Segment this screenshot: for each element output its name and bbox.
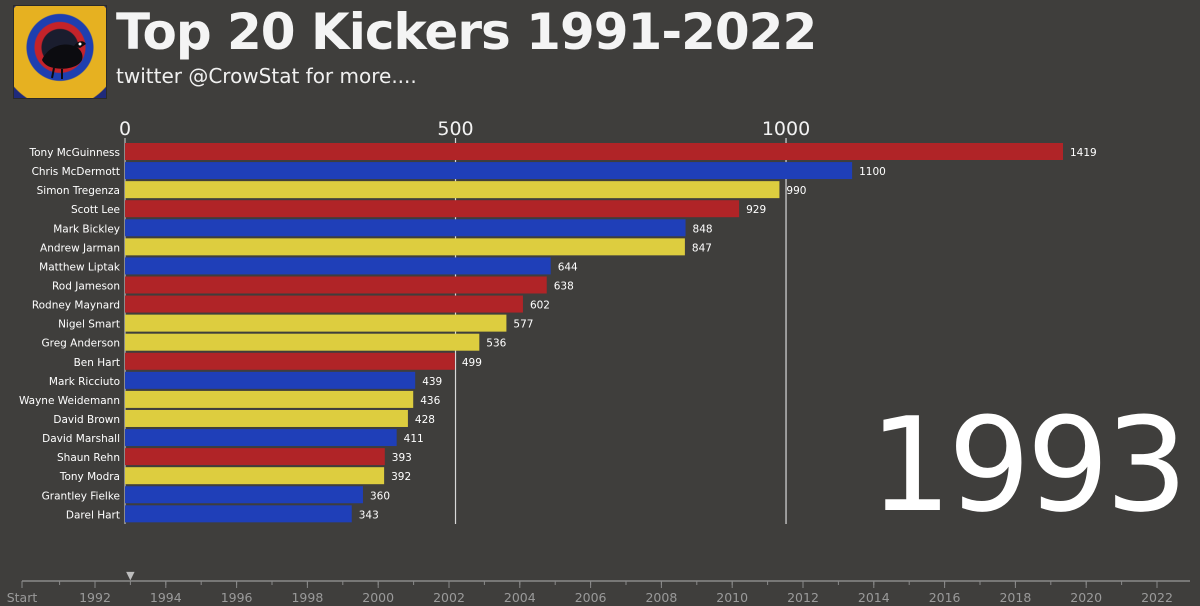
bar [125,371,416,389]
bar [125,409,408,427]
bar-value-label: 439 [422,376,442,388]
bar-value-label: 990 [786,185,806,197]
bar-label: Mark Ricciuto [49,376,120,388]
bar-value-label: 411 [404,433,424,445]
timeline-label[interactable]: 1996 [221,590,253,605]
bar [125,257,551,275]
bar [125,429,397,447]
bar-label: Rod Jameson [52,280,120,292]
bar-value-label: 1419 [1070,147,1097,159]
bar-value-label: 847 [692,242,712,254]
bar-value-label: 638 [554,280,574,292]
bar [125,333,480,351]
bar [125,390,414,408]
bar-value-label: 602 [530,300,550,312]
bar-label: Andrew Jarman [40,242,120,254]
bar-value-label: 343 [359,509,379,521]
timeline-label[interactable]: 2010 [716,590,748,605]
bar-label: David Marshall [42,433,120,445]
bar-value-label: 392 [391,471,411,483]
bar-label: Simon Tregenza [37,185,120,197]
bar-value-label: 393 [392,452,412,464]
bar-value-label: 436 [420,395,440,407]
timeline-label[interactable]: 2018 [999,590,1031,605]
bar-label: Shaun Rehn [57,452,120,464]
bar-label: Wayne Weidemann [19,395,120,407]
bar-label: David Brown [53,414,120,426]
bar-value-label: 536 [486,338,506,350]
timeline-label[interactable]: 2016 [929,590,961,605]
timeline-current-marker[interactable]: ▼ [126,569,135,582]
timeline-label[interactable]: 2000 [362,590,394,605]
bar-label: Chris McDermott [32,166,120,178]
timeline-label[interactable]: Start [7,590,38,605]
bar [125,448,385,466]
bar-value-label: 428 [415,414,435,426]
bar-label: Rodney Maynard [32,300,120,312]
bar-label: Tony Modra [59,471,120,483]
bar [125,162,853,180]
bar [125,143,1063,160]
bar-label: Scott Lee [71,204,120,216]
bar-label: Matthew Liptak [39,261,121,273]
bar-value-label: 499 [462,357,482,369]
bar-label: Ben Hart [74,357,120,369]
bar [125,314,507,332]
bar [125,181,780,199]
chart-subtitle: twitter @CrowStat for more.... [116,64,417,88]
timeline-label[interactable]: 2004 [504,590,536,605]
timeline-label[interactable]: 2020 [1070,590,1102,605]
crowstat-logo [14,6,106,98]
timeline-label[interactable]: 2002 [433,590,465,605]
bar-value-label: 848 [693,223,713,235]
x-tick-label: 1000 [762,118,810,140]
bar [125,200,740,218]
year-timeline[interactable]: Start 1992 1994 1996 1998 2000 2002 2004 2006 200… [0,566,1200,606]
bar [125,486,363,504]
timeline-label[interactable]: 1998 [291,590,323,605]
timeline-label[interactable]: 2006 [575,590,607,605]
timeline-label[interactable]: 2012 [787,590,819,605]
bar-label: Tony McGuinness [28,147,120,159]
bar [125,219,686,237]
timeline-label[interactable]: 2022 [1141,590,1173,605]
x-tick-label: 0 [119,118,131,140]
timeline-label[interactable]: 1992 [79,590,111,605]
bar [125,276,547,294]
x-tick-label: 500 [437,118,473,140]
bar-value-label: 360 [370,490,390,502]
timeline-label[interactable]: 2014 [858,590,890,605]
current-year-display: 1993 [869,389,1188,541]
bar-value-label: 644 [558,261,578,273]
bar-label: Mark Bickley [53,223,120,235]
bar [125,467,385,485]
bar-value-label: 1100 [859,166,886,178]
bar [125,238,685,256]
bar [125,352,455,370]
bar-label: Greg Anderson [41,338,120,350]
bar-chart: 0 500 1000 Tony McGuinness 1419 Chris McDermo… [19,118,1097,524]
bar-value-label: 929 [746,204,766,216]
chart-title: Top 20 Kickers 1991-2022 [116,3,817,61]
bar-label: Nigel Smart [58,319,120,331]
bar [125,505,352,523]
bar [125,295,523,313]
timeline-label[interactable]: 2008 [645,590,677,605]
crow-icon [42,41,86,79]
bar-label: Darel Hart [66,509,120,521]
bar-value-label: 577 [513,319,533,331]
timeline-label[interactable]: 1994 [150,590,182,605]
bar-label: Grantley Fielke [42,490,120,502]
